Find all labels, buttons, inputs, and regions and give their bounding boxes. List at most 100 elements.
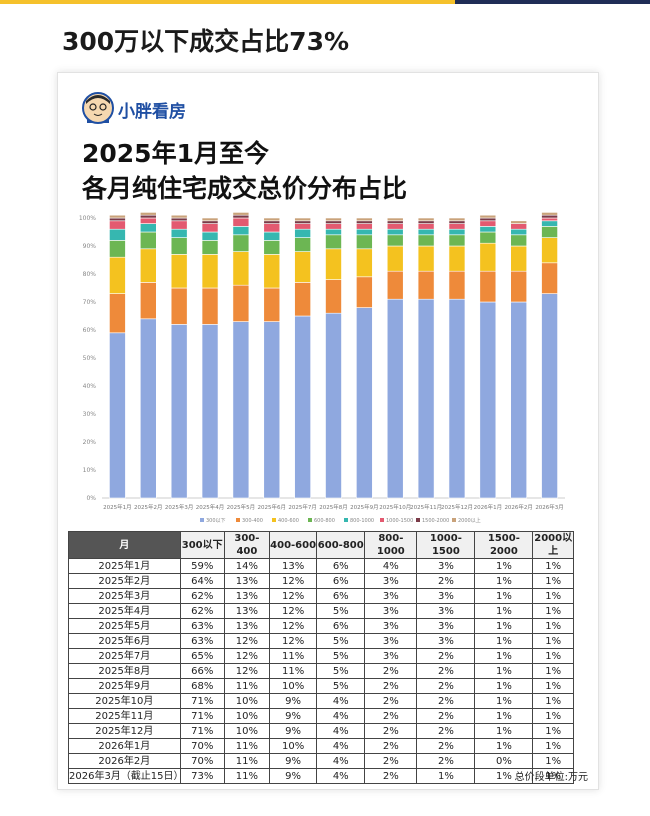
table-cell: 1%	[532, 558, 574, 574]
bar-segment	[356, 248, 373, 278]
bar-segment	[386, 298, 404, 499]
chart: 0% 10% 20% 30% 40% 50% 60% 70% 80% 90% 100% 2025年1月…	[79, 212, 565, 524]
bar-segment	[140, 282, 157, 320]
table-cell: 4%	[316, 723, 366, 739]
bar-segment	[448, 228, 466, 236]
y-tick-label: 100%	[79, 215, 96, 222]
bar-segment	[448, 234, 466, 247]
bar-segment	[479, 242, 497, 272]
bar-segment	[263, 254, 281, 289]
bar-segment	[201, 254, 219, 289]
table-row: 2025年7月 65% 12% 11% 5% 3% 2% 1% 1%	[68, 648, 574, 664]
table-cell: 6%	[316, 558, 366, 574]
table-cell: 71%	[179, 708, 225, 724]
bar-segment	[294, 282, 311, 317]
table-cell: 2%	[364, 663, 418, 679]
table-cell: 2025年12月	[68, 723, 181, 739]
bar-segment	[263, 223, 281, 233]
table-cell: 3%	[416, 603, 476, 619]
chart-subtitle: 各月纯住宅成交总价分布占比	[82, 174, 408, 203]
table-cell: 11%	[223, 678, 271, 694]
table-cell: 9%	[269, 723, 318, 739]
table-cell: 2%	[364, 708, 418, 724]
table-cell: 4%	[316, 753, 366, 769]
bar-segment	[170, 220, 188, 230]
bar-segment	[356, 307, 373, 499]
legend: 300以下 300-400 400-600 600-800 800-1000 1000-1…	[200, 517, 481, 524]
bar-segment	[356, 276, 373, 308]
table-cell: 12%	[269, 573, 318, 589]
legend-swatch	[200, 518, 204, 522]
bar-segment	[417, 245, 435, 272]
bar-segment	[448, 223, 466, 230]
table-cell: 4%	[316, 693, 366, 709]
bar-segment	[448, 220, 466, 224]
bar-segment	[170, 217, 188, 222]
table-cell: 2025年2月	[68, 573, 181, 589]
x-tick-label: 2025年7月	[288, 503, 317, 511]
table-cell: 3%	[364, 588, 418, 604]
table-cell: 70%	[179, 738, 225, 754]
table-row: 2025年6月 63% 12% 12% 5% 3% 3% 1% 1%	[68, 633, 574, 649]
bar-segment	[479, 226, 497, 233]
legend-label: 300以下	[206, 518, 226, 524]
bar-segment	[325, 223, 342, 230]
bar-segment	[294, 251, 311, 283]
table-cell: 6%	[316, 588, 366, 604]
x-tick-label: 2025年12月	[441, 503, 473, 511]
column-header: 400-600	[269, 531, 318, 559]
table-cell: 1%	[532, 573, 574, 589]
bar-segment	[386, 228, 404, 236]
header-row: 月 300以下 300-400 400-600 600-800 800-1000 1000-…	[68, 531, 574, 559]
table-row: 2025年5月 63% 13% 12% 6% 3% 3% 1% 1%	[68, 618, 574, 634]
table-cell: 2026年1月	[68, 738, 181, 754]
bar-segment	[140, 212, 157, 216]
table-cell: 1%	[474, 678, 534, 694]
table-cell: 65%	[179, 648, 225, 664]
legend-swatch	[272, 518, 276, 522]
table-cell: 6%	[316, 618, 366, 634]
bar-segment	[140, 248, 157, 283]
table-cell: 1%	[474, 603, 534, 619]
bar-segment	[232, 284, 250, 322]
table-cell: 1%	[532, 648, 574, 664]
table-row: 2025年1月 59% 14% 13% 6% 4% 3% 1% 1%	[68, 558, 574, 574]
table-cell: 2%	[364, 678, 418, 694]
table-cell: 11%	[223, 768, 271, 784]
column-header: 2000以上	[532, 531, 574, 559]
bar-segment	[109, 228, 126, 241]
bar-segment	[232, 234, 250, 252]
table-cell: 63%	[179, 633, 225, 649]
legend-swatch	[416, 518, 420, 522]
table-cell: 2025年4月	[68, 603, 181, 619]
bar-segment	[140, 214, 157, 219]
bar-segment	[479, 301, 497, 499]
table-cell: 1%	[532, 588, 574, 604]
table-cell: 3%	[364, 633, 418, 649]
bar-segment	[386, 234, 404, 247]
x-tick-label: 2026年1月	[474, 503, 503, 511]
x-tick-label: 2025年10月	[379, 503, 411, 511]
bar-segment	[448, 298, 466, 499]
bar-segment	[510, 228, 528, 236]
table-cell: 13%	[223, 603, 271, 619]
bar-segment	[541, 214, 558, 219]
table-cell: 1%	[474, 573, 534, 589]
table-cell: 4%	[316, 768, 366, 784]
legend-swatch	[452, 518, 456, 522]
y-tick-label: 20%	[83, 439, 97, 446]
bar-segment	[140, 217, 157, 224]
table-cell: 9%	[269, 708, 318, 724]
table-cell: 4%	[316, 708, 366, 724]
y-tick-label: 80%	[83, 271, 97, 278]
table-cell: 1%	[532, 768, 574, 784]
table-cell: 2025年3月	[68, 588, 181, 604]
bar-segment	[232, 214, 250, 219]
table-cell: 2%	[364, 753, 418, 769]
x-tick-label: 2025年2月	[134, 503, 163, 511]
bar-segment	[263, 231, 281, 241]
bar-segment	[386, 217, 404, 222]
table-cell: 1%	[474, 708, 534, 724]
table-cell: 2%	[416, 678, 476, 694]
table-cell: 1%	[416, 768, 476, 784]
